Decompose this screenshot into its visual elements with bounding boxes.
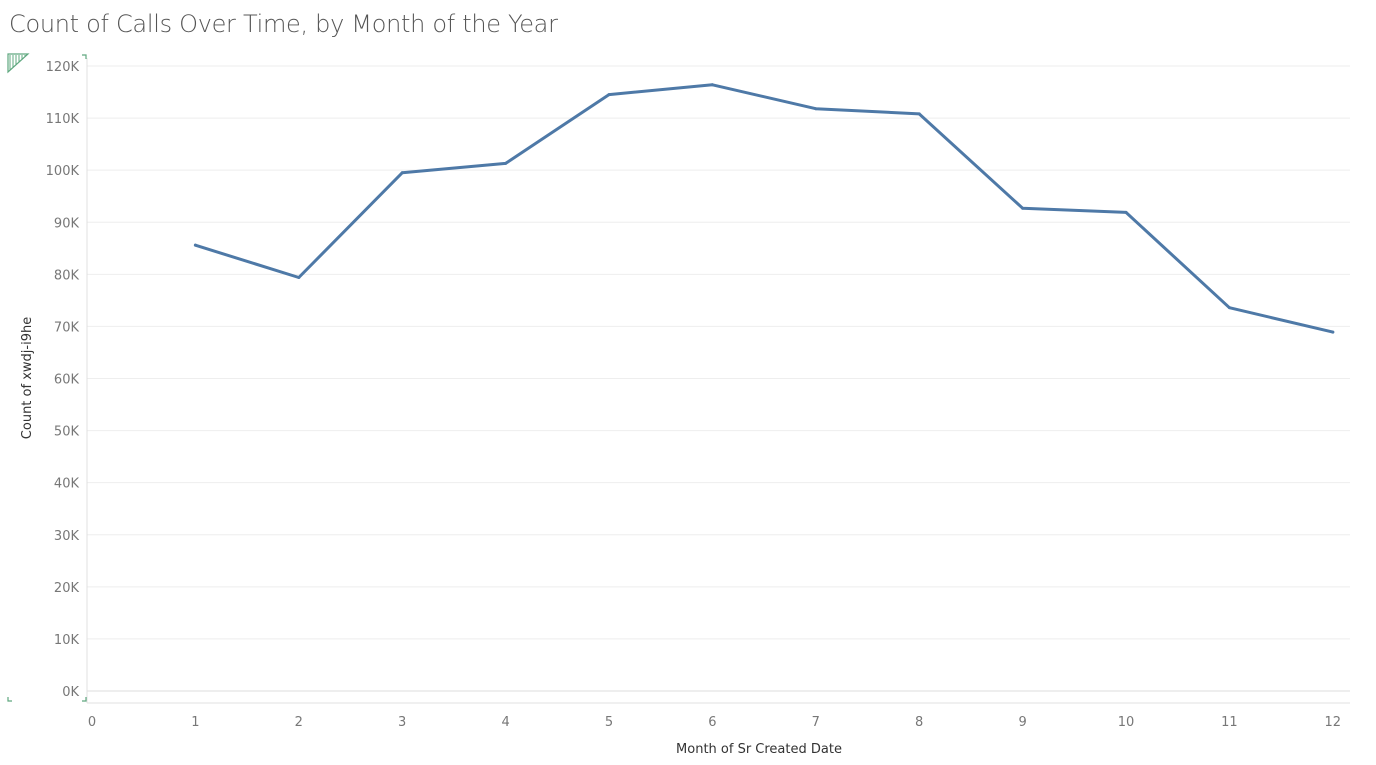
data-point — [1021, 206, 1025, 210]
y-tick-label: 0K — [62, 685, 79, 700]
corner-bracket — [7, 697, 12, 702]
y-tick-label: 60K — [54, 373, 80, 388]
series-line — [193, 83, 1335, 334]
data-point — [917, 112, 921, 116]
series-layer — [193, 83, 1335, 334]
x-tick-label: 3 — [398, 715, 406, 730]
y-tick-label: 110K — [46, 112, 80, 127]
data-point — [710, 83, 714, 87]
x-tick-label: 8 — [915, 715, 923, 730]
y-tick-label: 70K — [54, 320, 80, 335]
x-tick-label: 2 — [295, 715, 303, 730]
y-axis-title: Count of xwdj-i9he — [20, 317, 35, 439]
y-tick-label: 120K — [46, 60, 80, 75]
x-tick-label: 1 — [191, 715, 199, 730]
view-marker-icon — [7, 53, 30, 74]
x-tick-label: 10 — [1118, 715, 1135, 730]
x-tick-label: 5 — [605, 715, 613, 730]
gridlines — [86, 58, 1350, 704]
chart-title: Count of Calls Over Time, by Month of th… — [9, 10, 558, 38]
x-tick-label: 9 — [1018, 715, 1026, 730]
corner-bracket — [82, 697, 87, 702]
y-tick-label: 10K — [54, 633, 80, 648]
y-tick-label: 50K — [54, 425, 80, 440]
x-tick-label: 0 — [88, 715, 96, 730]
y-tick-label: 30K — [54, 529, 80, 544]
y-tick-label: 100K — [46, 164, 80, 179]
x-tick-label: 4 — [501, 715, 509, 730]
x-tick-label: 11 — [1221, 715, 1238, 730]
data-point — [400, 171, 404, 175]
y-tick-label: 40K — [54, 477, 80, 492]
y-tick-label: 90K — [54, 216, 80, 231]
data-point — [1331, 330, 1335, 334]
corner-bracket — [82, 54, 87, 59]
data-point — [504, 161, 508, 165]
data-point — [814, 107, 818, 111]
x-tick-label: 6 — [708, 715, 716, 730]
y-axis-ticks: 0K 10K 20K 30K 40K 50K 60K 70K 80K 90K 100K 110K 120… — [46, 60, 80, 700]
y-tick-label: 20K — [54, 581, 80, 596]
x-axis-ticks: 0 1 2 3 4 5 6 7 8 9 10 11 12 — [88, 715, 1341, 730]
y-tick-label: 80K — [54, 268, 80, 283]
data-point — [607, 93, 611, 97]
x-tick-label: 7 — [812, 715, 820, 730]
x-axis-title: Month of Sr Created Date — [676, 742, 842, 757]
data-point — [1227, 306, 1231, 310]
view-marker-icon — [7, 53, 87, 702]
x-tick-label: 12 — [1325, 715, 1342, 730]
data-point — [1124, 210, 1128, 214]
data-point — [193, 243, 197, 247]
data-point — [297, 275, 301, 279]
